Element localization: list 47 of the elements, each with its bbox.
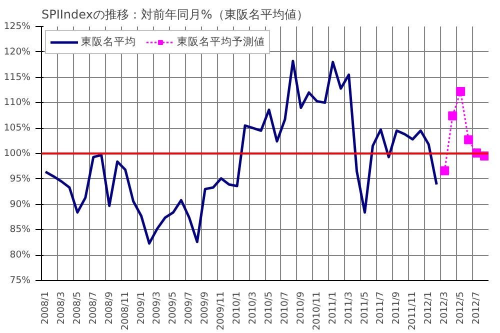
x-tick-label: 2012/5: [455, 291, 466, 324]
x-tick-label: 2008/7: [88, 291, 99, 324]
x-tick-label: 2011/1: [327, 291, 338, 324]
x-tick-label: 2011/9: [391, 291, 402, 324]
y-tick-label: 105%: [4, 122, 31, 134]
y-tick-label: 125%: [4, 21, 31, 32]
point: [448, 111, 458, 120]
x-tick-label: 2010/3: [248, 291, 259, 324]
y-tick-label: 90%: [10, 198, 31, 210]
legend-label: 東阪名平均予測値: [177, 35, 265, 49]
line-series: [44, 60, 438, 245]
legend-label: 東阪名平均: [81, 35, 136, 49]
y-tick-label: 115%: [4, 72, 31, 83]
x-tick-label: 2008/9: [104, 291, 115, 324]
y-tick-label: 95%: [10, 173, 31, 184]
y-tick-label: 110%: [4, 97, 31, 108]
point: [464, 135, 474, 144]
x-tick-label: 2008/5: [72, 291, 83, 324]
x-tick-label: 2009/9: [200, 291, 211, 324]
x-tick-label: 2009/7: [184, 291, 195, 324]
x-tick-label: 2012/7: [471, 291, 482, 324]
y-tick-label: 80%: [10, 250, 31, 261]
x-tick-label: 2011/5: [359, 291, 370, 324]
x-tick-label: 2011/3: [343, 291, 354, 324]
x-tick-label: 2009/11: [216, 291, 227, 330]
y-tick-label: 85%: [10, 224, 31, 236]
x-tick-label: 2011/11: [407, 291, 418, 330]
x-tick-label: 2009/1: [136, 291, 147, 324]
x-tick-label: 2008/11: [120, 291, 131, 330]
x-tick-label: 2010/11: [311, 291, 322, 330]
x-tick-label: 2008/3: [56, 291, 67, 324]
x-tick-label: 2012/1: [423, 291, 434, 324]
chart-title: SPIIndexの推移：対前年同月%（東阪名平均値）: [42, 8, 308, 22]
y-tick-label: 100%: [4, 148, 31, 159]
point: [456, 87, 466, 96]
x-tick-label: 2010/9: [295, 291, 306, 324]
x-tick-label: 2010/7: [279, 291, 290, 324]
x-tick-label: 2010/5: [263, 291, 274, 324]
x-tick-label: 2012/3: [439, 291, 450, 324]
point: [440, 166, 450, 176]
y-tick-label: 75%: [10, 275, 31, 286]
x-tick-label: 2009/5: [168, 291, 179, 324]
x-tick-label: 2011/7: [375, 291, 386, 324]
x-tick-label: 2008/1: [40, 291, 51, 324]
x-tick-label: 2009/3: [152, 291, 163, 324]
x-tick-label: 2010/1: [232, 291, 243, 324]
y-tick-label: 120%: [4, 46, 31, 58]
